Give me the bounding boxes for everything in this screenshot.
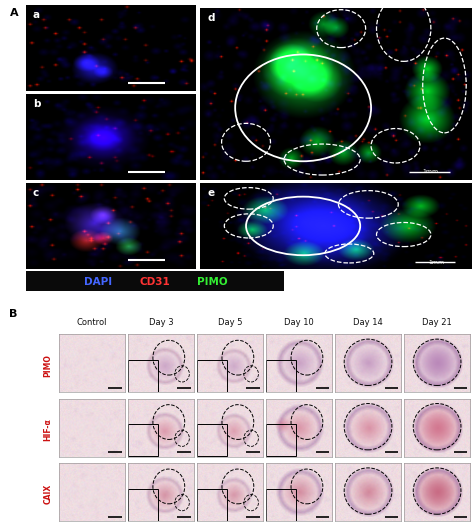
Text: c: c <box>33 188 39 198</box>
Text: CAIX: CAIX <box>44 484 53 504</box>
FancyBboxPatch shape <box>26 271 284 290</box>
Bar <box>128 360 158 392</box>
Bar <box>128 489 158 521</box>
Text: B: B <box>9 309 18 319</box>
Bar <box>266 424 296 456</box>
Text: 1mm: 1mm <box>423 169 439 175</box>
Text: Control: Control <box>76 318 107 327</box>
Text: e: e <box>208 188 215 198</box>
Bar <box>198 360 227 392</box>
Text: HIF-α: HIF-α <box>44 418 53 441</box>
Text: Day 14: Day 14 <box>353 318 383 327</box>
Text: 1mm: 1mm <box>428 260 444 265</box>
Text: CD31: CD31 <box>140 277 171 287</box>
Text: d: d <box>208 13 216 23</box>
Text: PIMO: PIMO <box>44 354 53 377</box>
Bar <box>266 489 296 521</box>
Text: DAPI: DAPI <box>84 277 112 287</box>
Bar <box>198 489 227 521</box>
Text: a: a <box>33 11 40 21</box>
Text: A: A <box>9 8 18 18</box>
Bar <box>198 424 227 456</box>
Text: Day 21: Day 21 <box>422 318 452 327</box>
Bar <box>266 360 296 392</box>
Text: Day 5: Day 5 <box>218 318 242 327</box>
Text: Day 3: Day 3 <box>148 318 173 327</box>
Text: PIMO: PIMO <box>197 277 228 287</box>
Text: b: b <box>33 99 40 110</box>
Text: Day 10: Day 10 <box>284 318 314 327</box>
Bar <box>128 424 158 456</box>
